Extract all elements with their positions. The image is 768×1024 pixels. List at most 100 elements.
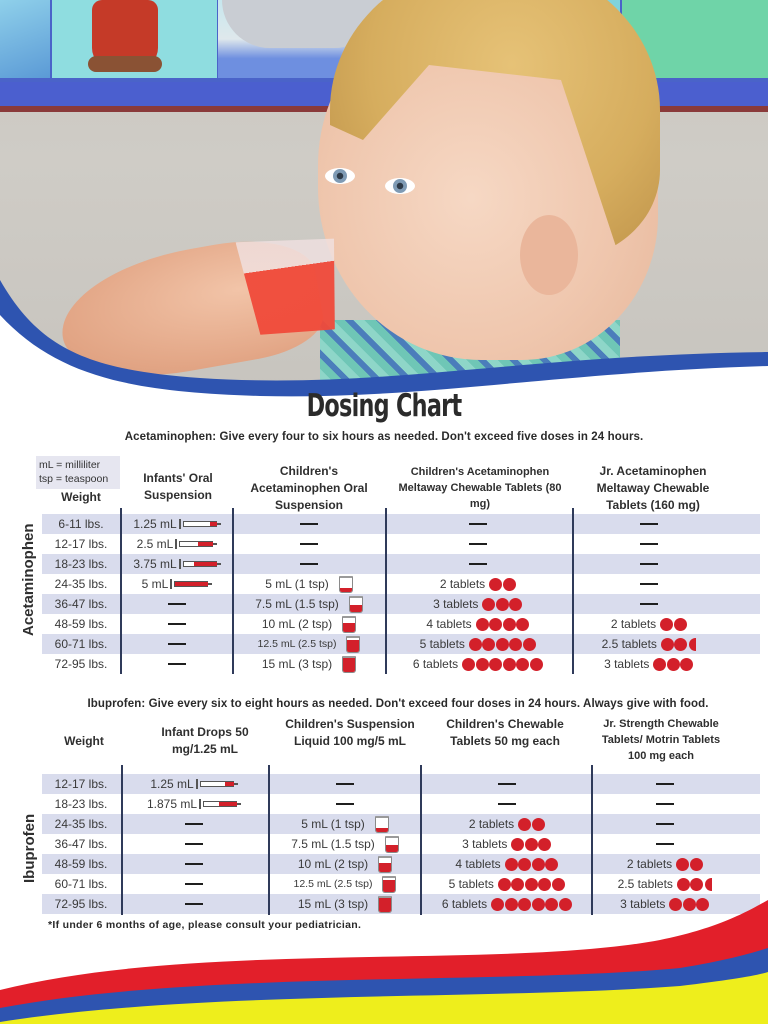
cell-drops: 1.875 mL [124,794,264,814]
cell-chewable: 5 tablets [422,874,592,894]
dose-text: 5 mL (1 tsp) [301,817,365,831]
table-row: 12-17 lbs. 2.5 mL [42,534,760,554]
dose-text: 3 tablets [620,897,666,911]
cell-suspension: 12.5 mL (2.5 tsp) [270,874,420,894]
dose-text: 4 tablets [426,617,472,631]
cell-infants: 5 mL [122,574,232,594]
tablet-icon [524,837,538,851]
none-dash [336,803,354,805]
dose-text: 7.5 mL (1.5 tsp) [255,597,339,611]
tablet-icons [653,657,694,671]
tablet-icon [538,837,552,851]
tablet-icons [489,577,516,591]
dose-text: 3 tablets [462,837,508,851]
footnote: *If under 6 months of age, please consul… [48,919,362,931]
table-row: 36-47 lbs. 7.5 mL (1.5 tsp) 3 tablets [42,594,760,614]
measuring-cup-icon [338,575,353,593]
dose-text: 60-71 lbs. [54,877,108,891]
tablet-icon [538,877,552,891]
tablet-icon [475,657,489,671]
cell-weight: 60-71 lbs. [42,874,120,894]
column-divider [268,765,270,915]
none-dash [656,783,674,785]
dose-text: 18-23 lbs. [54,557,108,571]
dose-text: 3.75 mL [133,557,177,571]
tablet-icons [518,817,545,831]
none-dash [498,803,516,805]
cell-childrens [234,534,384,554]
column-divider [121,765,123,915]
cell-meltaway80: 2 tablets [388,574,568,594]
tablet-icons [491,897,572,911]
dose-text: 5 mL [141,577,169,591]
dose-text: 2 tablets [468,817,515,831]
cell-infants: 2.5 mL [122,534,232,554]
tablet-icon [676,877,690,891]
syringe-icon [175,539,218,549]
dose-text: 48-59 lbs. [54,617,108,631]
tablet-icon [545,897,559,911]
cell-weight: 24-35 lbs. [42,574,120,594]
tablet-icon [502,617,516,631]
cell-childrens [234,554,384,574]
none-dash [300,563,318,565]
measuring-cup-icon [346,635,361,653]
cell-childrens: 5 mL (1 tsp) [234,574,384,594]
none-dash [168,623,186,625]
tablet-icon [545,857,559,871]
none-dash [300,523,318,525]
tablet-icon [680,657,694,671]
syringe-icon [170,579,213,589]
cell-childrens: 15 mL (3 tsp) [234,654,384,674]
cell-meltaway160 [574,514,724,534]
cell-weight: 6-11 lbs. [42,514,120,534]
syringe-icon [195,779,238,789]
dose-text: 36-47 lbs. [54,597,108,611]
none-dash [640,563,658,565]
cell-weight: 36-47 lbs. [42,834,120,854]
cell-meltaway80: 4 tablets [388,614,568,634]
cell-meltaway160 [574,574,724,594]
dose-text: 6 tablets [412,657,459,671]
tablet-icon [511,837,525,851]
dose-text: 15 mL (3 tsp) [297,897,369,911]
measuring-cup-icon [382,875,397,893]
dose-text: 2.5 tablets [601,637,657,651]
child-eye [325,168,355,184]
tablet-icon [696,897,710,911]
tablet-icon [682,897,696,911]
cell-suspension: 10 mL (2 tsp) [270,854,420,874]
dose-text: 12-17 lbs. [54,537,108,551]
tablet-icon [495,597,509,611]
cell-weight: 72-95 lbs. [42,654,120,674]
tablet-icons [511,837,552,851]
page-title: Dosing Chart [306,388,463,424]
cell-childrens [234,514,384,534]
tablet-icon [504,857,518,871]
table-row: 72-95 lbs. 15 mL (3 tsp) 6 tablets 3 tablet… [42,654,760,674]
dose-text: 12-17 lbs. [54,777,108,791]
header-infant-drops: Infant Drops 50 mg/1.25 mL [161,725,249,756]
tricolor-wave-footer [0,900,768,1024]
cell-meltaway160: 3 tablets [574,654,724,674]
none-dash [336,783,354,785]
cell-drops [124,894,264,914]
header-childrens-oral-suspension: Children's Acetaminophen Oral Suspension [250,464,368,512]
tablet-icons [660,617,687,631]
tablet-icon [489,577,503,591]
none-dash [640,543,658,545]
cell-chewable: 6 tablets [422,894,592,914]
cell-weight: 48-59 lbs. [42,614,120,634]
none-dash [640,603,658,605]
tablet-icons [676,877,713,891]
cell-weight: 12-17 lbs. [42,534,120,554]
dose-text: 4 tablets [455,857,501,871]
table-row: 24-35 lbs. 5 mL (1 tsp) 2 tablets [42,814,760,834]
cell-infants [122,594,232,614]
cell-jr: 2 tablets [593,854,737,874]
tablet-icons [504,857,559,871]
tablet-icon [689,857,703,871]
measuring-cup-icon [384,835,399,853]
tablet-icon [673,617,687,631]
tablet-icon [518,817,532,831]
